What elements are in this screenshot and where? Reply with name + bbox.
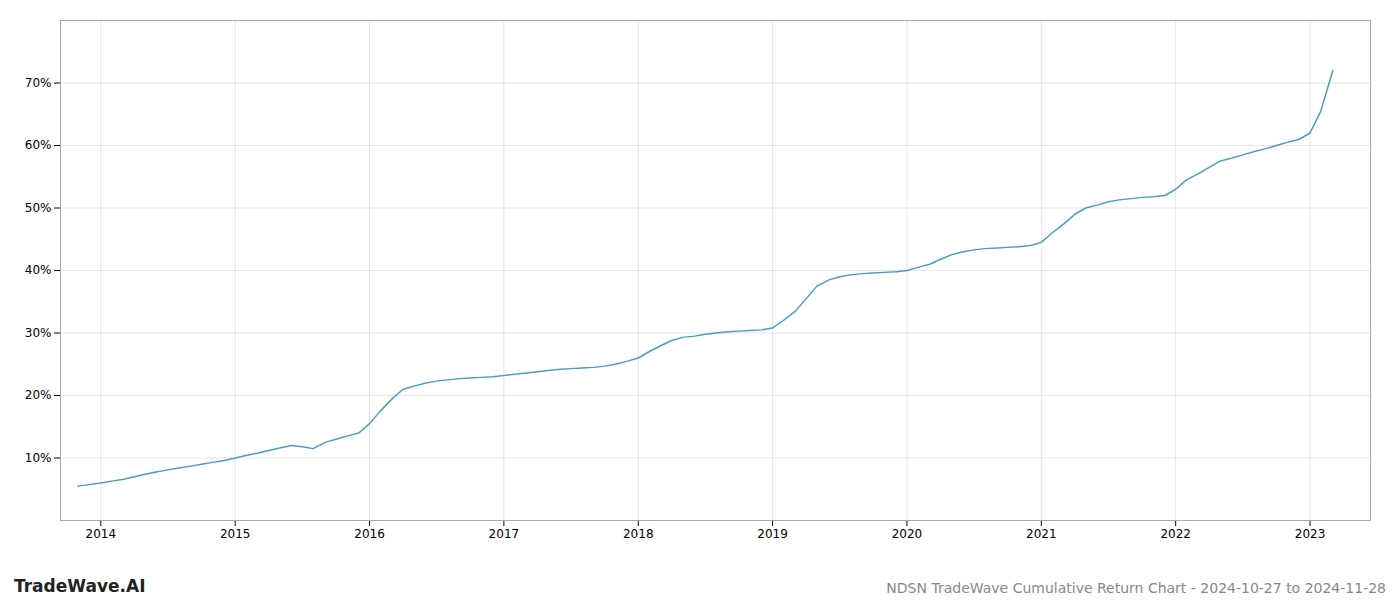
svg-text:70%: 70% [25, 76, 52, 90]
svg-text:20%: 20% [25, 388, 52, 402]
svg-text:10%: 10% [25, 451, 52, 465]
svg-text:50%: 50% [25, 201, 52, 215]
svg-text:60%: 60% [25, 138, 52, 152]
svg-text:2022: 2022 [1160, 527, 1191, 541]
svg-text:30%: 30% [25, 326, 52, 340]
svg-text:2015: 2015 [220, 527, 251, 541]
svg-text:2019: 2019 [757, 527, 788, 541]
svg-text:2017: 2017 [489, 527, 520, 541]
svg-text:2014: 2014 [86, 527, 117, 541]
svg-text:2018: 2018 [623, 527, 654, 541]
svg-text:2016: 2016 [354, 527, 385, 541]
svg-text:2023: 2023 [1295, 527, 1326, 541]
svg-text:2020: 2020 [892, 527, 923, 541]
svg-text:40%: 40% [25, 263, 52, 277]
html-text:NDSN TradeWave Cumulative Retu: NDSN TradeWave Cumulative Return Chart -… [886, 580, 1386, 596]
svg-text:2021: 2021 [1026, 527, 1057, 541]
html-text:TradeWave.AI: TradeWave.AI [14, 576, 146, 596]
